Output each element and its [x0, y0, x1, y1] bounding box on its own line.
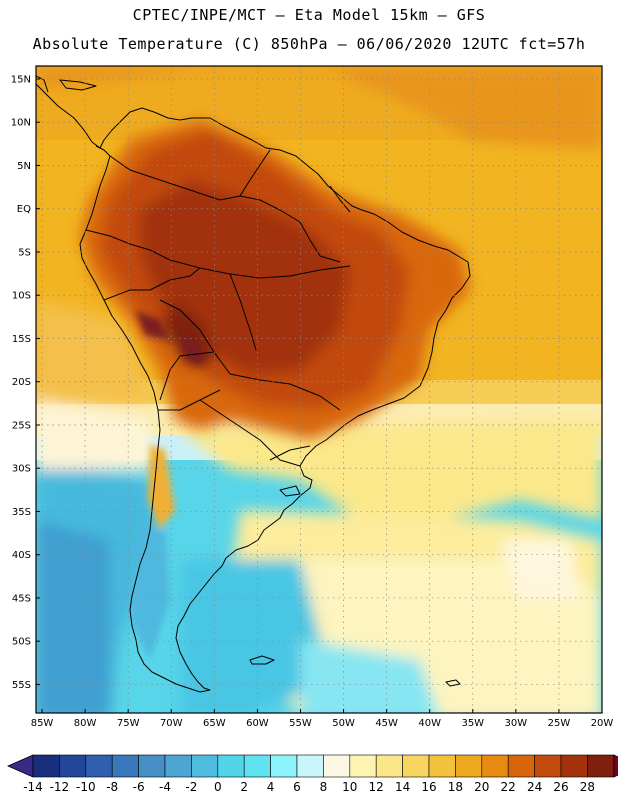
lon-label: 40W [418, 718, 441, 729]
colorbar-label: 18 [448, 780, 463, 794]
lat-label: 35S [12, 507, 31, 518]
map-subtitle: Absolute Temperature (C) 850hPa – 06/06/… [32, 35, 586, 53]
colorbar-label: 20 [474, 780, 489, 794]
colorbar-swatch [138, 754, 166, 778]
colorbar-swatch [243, 754, 271, 778]
graticule [36, 66, 602, 713]
colorbar-label: 12 [369, 780, 384, 794]
lon-label: 30W [505, 718, 528, 729]
coastlines [36, 75, 471, 693]
lon-label: 25W [548, 718, 571, 729]
lon-label: 20W [591, 718, 614, 729]
colorbar-swatch [32, 754, 60, 778]
colorbar-label: -14 [23, 780, 43, 794]
colorbar-label: 14 [395, 780, 410, 794]
lat-label: 15S [12, 334, 31, 345]
lon-label: 80W [74, 718, 97, 729]
lon-label: 70W [160, 718, 183, 729]
colorbar-label: 8 [320, 780, 328, 794]
lat-label: 45S [12, 593, 31, 604]
colorbar-label: 26 [553, 780, 568, 794]
lat-label: 30S [12, 464, 31, 475]
lat-label: EQ [17, 204, 31, 215]
colorbar-label: -12 [50, 780, 70, 794]
colorbar-swatch [349, 754, 377, 778]
colorbar-swatch [507, 754, 535, 778]
latitude-labels: 15N 10N 5N EQ 5S 10S 15S 20S 25S 30S 35S 40S 45S 50S 5… [11, 74, 40, 691]
temperature-field [36, 66, 602, 713]
colorbar-label: 28 [580, 780, 595, 794]
colorbar-swatch [587, 754, 615, 778]
lon-label: 45W [375, 718, 398, 729]
lon-label: 60W [246, 718, 269, 729]
colorbar-over-arrow [613, 754, 618, 778]
lon-label: 50W [332, 718, 355, 729]
colorbar-label: -6 [133, 780, 145, 794]
colorbar-swatch [59, 754, 87, 778]
colorbar-label: 10 [342, 780, 357, 794]
colorbar-swatch [217, 754, 245, 778]
colorbar-label: -10 [76, 780, 96, 794]
colorbar-swatch [402, 754, 430, 778]
lon-label: 75W [117, 718, 140, 729]
colorbar-label: -8 [106, 780, 118, 794]
lat-label: 20S [12, 377, 31, 388]
lat-label: 25S [12, 420, 31, 431]
lat-label: 5S [18, 247, 31, 258]
colorbar-swatch [296, 754, 324, 778]
colorbar-swatch [191, 754, 219, 778]
colorbar-swatch [481, 754, 509, 778]
lon-label: 55W [289, 718, 312, 729]
lon-label: 85W [31, 718, 54, 729]
lat-label: 40S [12, 550, 31, 561]
colorbar-swatch [455, 754, 483, 778]
colorbar-label: 24 [527, 780, 542, 794]
map-title: CPTEC/INPE/MCT – Eta Model 15km – GFS [132, 6, 486, 24]
colorbar-label: 6 [293, 780, 301, 794]
colorbar-label: 16 [421, 780, 436, 794]
colorbar-swatch [560, 754, 588, 778]
lat-label: 10N [11, 118, 31, 129]
colorbar-swatch [164, 754, 192, 778]
colorbar-label: 2 [240, 780, 248, 794]
lat-label: 5N [17, 161, 31, 172]
lat-label: 15N [11, 74, 31, 85]
colorbar-swatch [428, 754, 456, 778]
colorbar-swatch [85, 754, 113, 778]
lat-label: 50S [12, 637, 31, 648]
colorbar-swatch [375, 754, 403, 778]
lat-label: 10S [12, 291, 31, 302]
colorbar-label: 22 [501, 780, 516, 794]
colorbar-label: 0 [214, 780, 222, 794]
colorbar-swatch [270, 754, 298, 778]
lon-label: 65W [203, 718, 226, 729]
longitude-labels: 85W 80W 75W 70W 65W 60W 55W 50W 45W 40W 35W 30W 25W 2… [31, 709, 614, 729]
colorbar-swatch [111, 754, 139, 778]
colorbar-label: -2 [185, 780, 197, 794]
colorbar-label: -4 [159, 780, 171, 794]
colorbar: -14 -12 -10 -8 -6 -4 -2 0 2 4 6 8 10 12 14 16 18 20 22 24 26… [7, 754, 618, 794]
colorbar-label: 4 [267, 780, 275, 794]
colorbar-under-arrow [7, 754, 34, 778]
lat-label: 55S [12, 680, 31, 691]
map-frame [35, 65, 603, 714]
colorbar-swatch [534, 754, 562, 778]
lon-label: 35W [461, 718, 484, 729]
colorbar-swatch [323, 754, 351, 778]
